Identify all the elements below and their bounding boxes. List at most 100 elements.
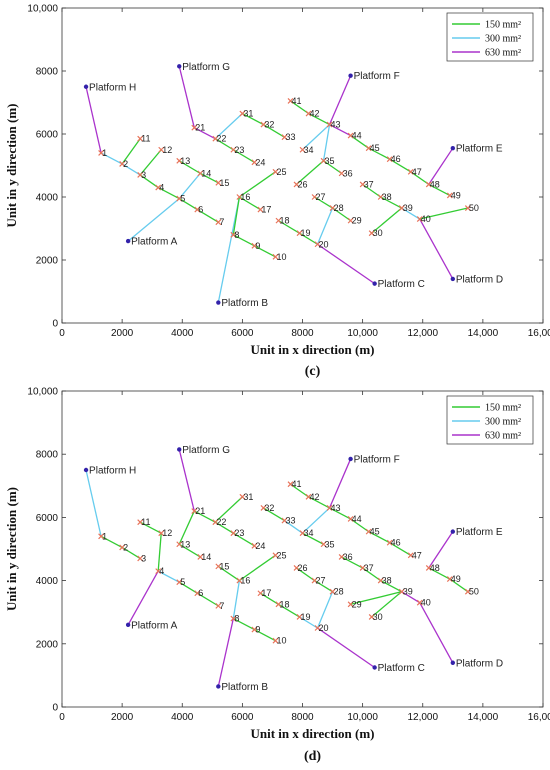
cable-630-40-39 (401, 591, 421, 604)
cable-630-Platform-E-48 (428, 531, 454, 569)
turbine-marker (272, 637, 279, 644)
turbine-marker (197, 553, 204, 560)
turbine-marker (299, 146, 306, 153)
platform-marker (83, 84, 89, 89)
turbine-label: 22 (216, 134, 226, 144)
turbine-marker (197, 170, 204, 177)
turbine-marker (236, 194, 243, 200)
turbine-marker (296, 230, 303, 237)
turbine-marker (158, 146, 165, 153)
cable-150-49-50 (449, 578, 469, 593)
cable-150-38-37 (362, 567, 382, 582)
cable-630-Platform-H-1 (85, 86, 102, 154)
turbine-label: 24 (255, 157, 265, 167)
turbine-marker (257, 206, 264, 213)
turbine-label: 31 (243, 109, 253, 119)
y-tick-label: 6000 (36, 513, 59, 524)
platform-label: Platform E (456, 527, 503, 538)
turbine-label: 45 (370, 143, 380, 153)
y-tick-label: 8000 (36, 67, 59, 78)
chart-panel-2: 0 2000 4000 6000 8000 10,000 12,000 14,000 16,00… (4, 387, 550, 765)
turbine-marker (236, 577, 243, 584)
turbine-marker (329, 205, 336, 211)
turbine-marker (194, 206, 201, 213)
turbine-label: 14 (201, 552, 211, 562)
cable-300-33-34 (284, 520, 303, 534)
x-tick-label: 14,000 (468, 712, 499, 723)
turbine-marker (347, 601, 354, 608)
turbine-label: 11 (141, 517, 150, 527)
turbine-marker (326, 121, 333, 128)
turbine-label: 39 (403, 203, 413, 213)
y-tick-label: 0 (52, 319, 58, 330)
turbine-label: 38 (382, 576, 392, 586)
turbine-label: 23 (234, 145, 244, 155)
turbine-marker (296, 614, 303, 620)
turbine-label: 46 (391, 538, 401, 548)
turbine-label: 5 (180, 577, 185, 587)
turbine-marker (239, 110, 246, 117)
y-axis-title: Unit in y direction (m) (4, 487, 19, 611)
turbine-marker (299, 530, 306, 537)
cable-150-2-11 (121, 138, 141, 165)
turbine-label: 11 (141, 134, 150, 144)
cable-150-18-19 (278, 603, 300, 618)
y-tick-label: 2000 (36, 639, 59, 650)
cable-630-Platform-G-21 (178, 449, 195, 512)
turbine-marker (251, 242, 258, 249)
turbine-marker (311, 194, 318, 200)
legend: 150 mm² 300 mm² 630 mm² (446, 395, 534, 445)
turbine-marker (215, 602, 222, 609)
turbine-label: 8 (234, 230, 239, 240)
cable-150-39-38 (380, 196, 403, 209)
y-tick-label: 0 (52, 703, 58, 714)
cable-150-48-49 (428, 183, 451, 197)
turbine-label: 12 (162, 145, 172, 155)
turbine-label: 21 (195, 123, 205, 133)
platform-label: Platform G (182, 62, 230, 73)
turbine-marker (377, 577, 384, 584)
x-axis-title: Unit in x direction (m) (251, 726, 375, 741)
y-tick-label: 10,000 (27, 4, 58, 15)
cable-630-Platform-F-43 (328, 75, 352, 125)
platform-label: Platform D (456, 658, 503, 669)
platform-label: Platform D (456, 274, 503, 285)
turbine-label: 34 (304, 145, 314, 155)
cable-150-22-31 (214, 496, 243, 523)
turbine-marker (275, 217, 282, 224)
turbine-label: 6 (198, 205, 203, 215)
turbine-label: 17 (261, 205, 271, 215)
turbine-label: 10 (276, 252, 286, 262)
turbine-marker (230, 231, 237, 238)
turbine-label: 38 (382, 192, 392, 202)
turbine-marker (251, 626, 258, 633)
turbine-marker (230, 530, 237, 537)
turbine-label: 45 (370, 527, 380, 537)
cable-150-18-19 (278, 220, 300, 234)
turbine-label: 5 (180, 194, 185, 204)
cable-150-21-13 (178, 510, 195, 545)
turbine-marker (287, 98, 294, 104)
platform-marker (450, 529, 456, 534)
turbine-marker (305, 110, 312, 117)
cable-150-35-26 (296, 160, 324, 185)
turbine-marker (272, 253, 279, 260)
x-tick-label: 16,000 (528, 328, 550, 339)
cable-630-Platform-B-8 (217, 618, 234, 687)
cable-630-Platform-E-48 (428, 147, 454, 185)
platform-marker (372, 281, 377, 286)
turbine-marker (320, 157, 327, 164)
turbine-label: 19 (300, 612, 310, 622)
platform-marker (450, 276, 456, 282)
cable-150-47-48 (410, 171, 430, 185)
turbine-marker (257, 590, 264, 597)
turbine-label: 41 (291, 479, 301, 489)
turbine-label: 32 (264, 120, 274, 130)
x-tick-label: 12,000 (407, 712, 438, 723)
turbine-marker (407, 552, 414, 559)
x-tick-label: 4000 (171, 712, 194, 723)
turbine-label: 22 (216, 517, 226, 527)
subfigure-label: (c) (305, 364, 321, 379)
x-tick-label: 10,000 (347, 328, 378, 339)
turbine-marker (416, 599, 423, 606)
